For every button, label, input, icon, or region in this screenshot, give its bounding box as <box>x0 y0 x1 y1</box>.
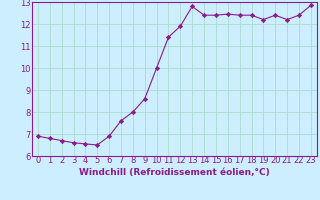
X-axis label: Windchill (Refroidissement éolien,°C): Windchill (Refroidissement éolien,°C) <box>79 168 270 177</box>
